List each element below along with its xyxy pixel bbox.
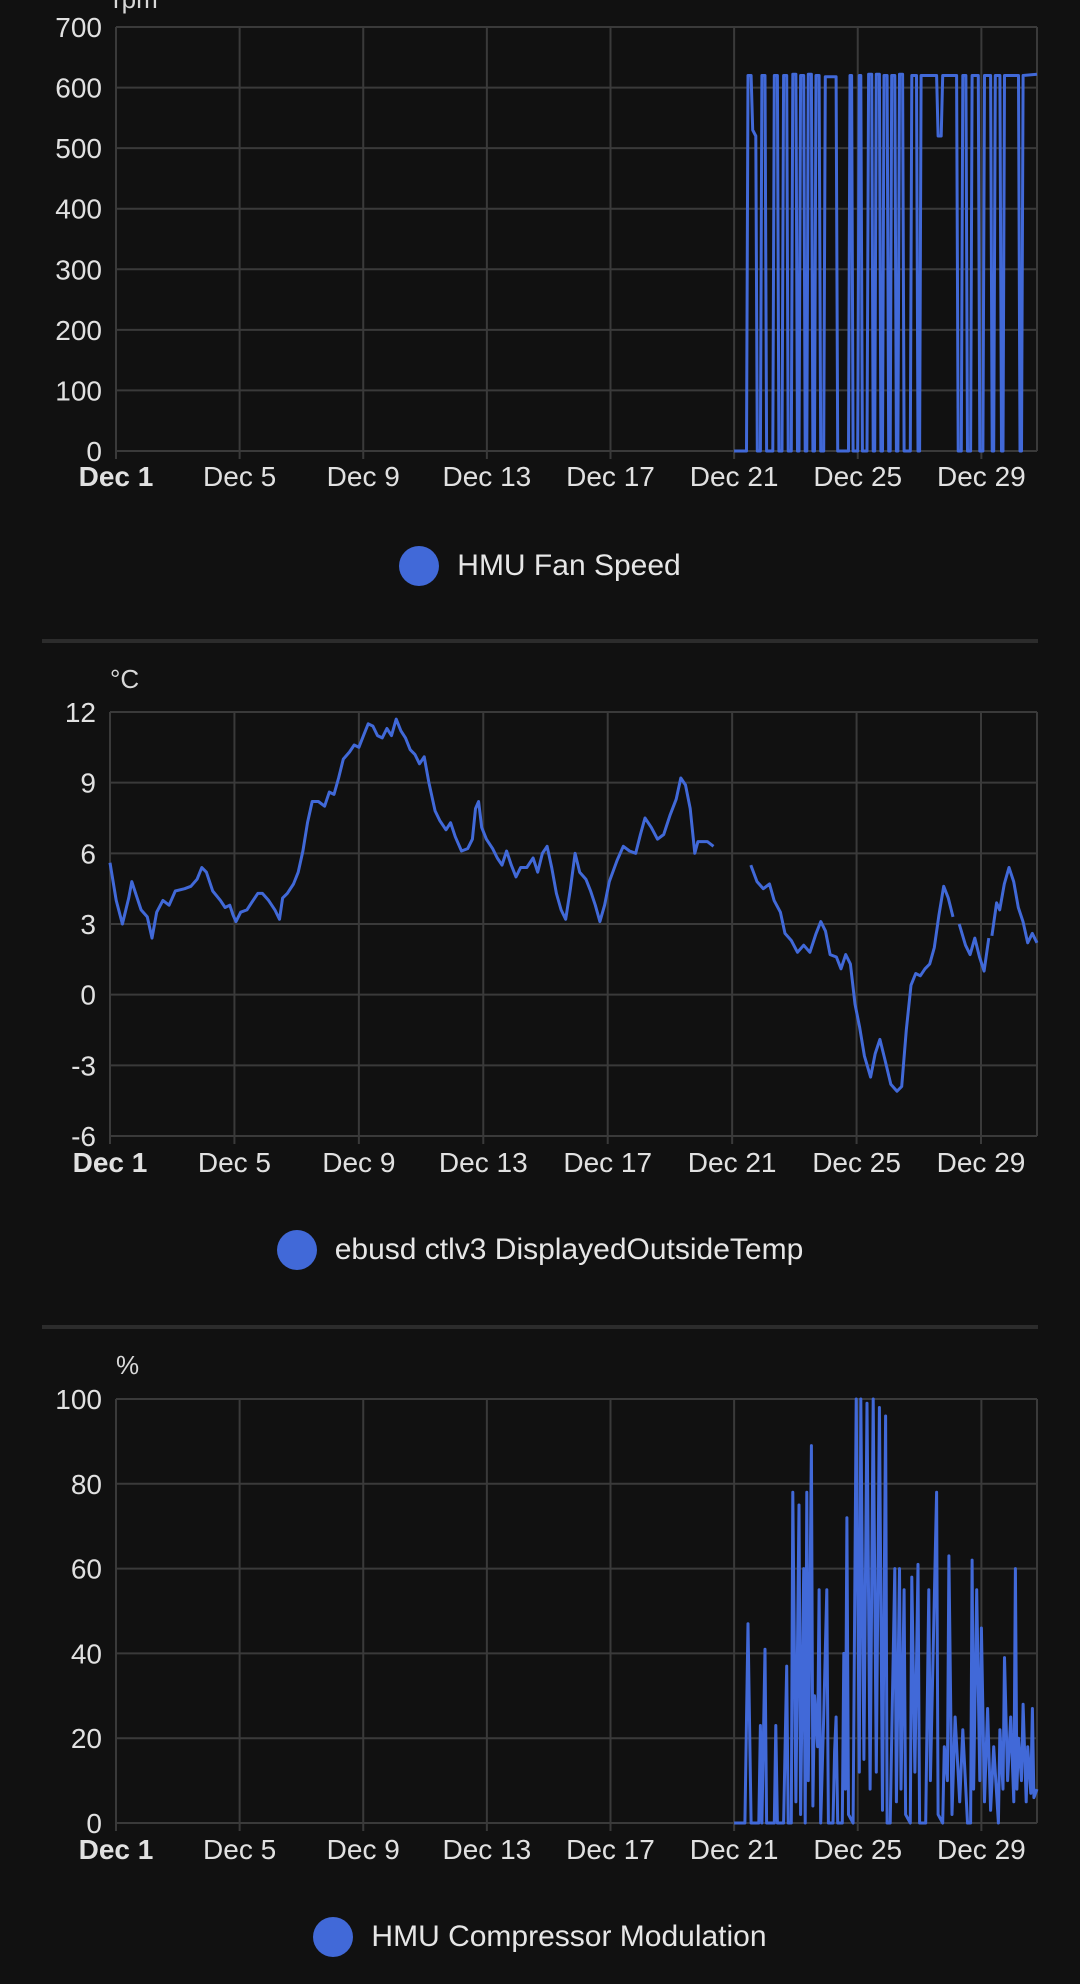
y-tick-label: 80 — [71, 1469, 102, 1500]
x-tick-label: Dec 9 — [327, 461, 400, 492]
x-tick-label: Dec 1 — [79, 1834, 154, 1865]
divider — [42, 1325, 1038, 1329]
y-tick-label: 3 — [80, 909, 96, 940]
x-tick-label: Dec 25 — [813, 1834, 902, 1865]
series-line — [749, 864, 955, 1093]
y-tick-label: 12 — [65, 697, 96, 728]
series-line — [957, 923, 991, 973]
legend[interactable]: HMU Compressor Modulation — [0, 1917, 1080, 1957]
x-tick-label: Dec 1 — [73, 1147, 148, 1178]
y-tick-label: 60 — [71, 1554, 102, 1585]
y-tick-label: 600 — [55, 73, 102, 104]
divider — [42, 639, 1038, 643]
outside-temp-card: °C 12 9 6 3 0 -3 -6 Dec 1 Dec 5 Dec 9 Dec 13 Dec 17… — [0, 660, 1080, 1320]
y-tick-label: 100 — [55, 375, 102, 406]
series-line — [734, 1397, 1039, 1825]
x-tick-label: Dec 29 — [937, 461, 1026, 492]
y-tick-label: 100 — [55, 1384, 102, 1415]
x-tick-label: Dec 29 — [937, 1834, 1026, 1865]
x-tick-label: Dec 21 — [690, 1834, 779, 1865]
series-line — [990, 866, 1039, 945]
y-tick-label: 300 — [55, 254, 102, 285]
y-tick-label: 700 — [55, 12, 102, 43]
x-tick-label: Dec 17 — [566, 1834, 655, 1865]
x-tick-label: Dec 29 — [937, 1147, 1026, 1178]
x-tick-label: Dec 5 — [203, 1834, 276, 1865]
legend-color-dot — [399, 546, 440, 586]
x-tick-label: Dec 9 — [327, 1834, 400, 1865]
compressor-modulation-card: % 100 80 60 40 20 0 Dec 1 Dec 5 Dec 9 Dec 13 Dec 1… — [0, 1345, 1080, 1984]
y-unit-label: rpm — [113, 0, 158, 15]
x-tick-label: Dec 5 — [203, 461, 276, 492]
y-tick-label: 40 — [71, 1638, 102, 1669]
y-unit-label: °C — [110, 664, 140, 694]
y-tick-label: 400 — [55, 194, 102, 225]
series-line — [108, 717, 715, 940]
x-tick-label: Dec 17 — [566, 461, 655, 492]
x-tick-label: Dec 21 — [690, 461, 779, 492]
y-unit-label: % — [116, 1350, 140, 1380]
series-line — [734, 72, 1038, 453]
y-tick-label: 20 — [71, 1723, 102, 1754]
legend-color-dot — [313, 1917, 354, 1957]
x-tick-label: Dec 17 — [563, 1147, 652, 1178]
x-tick-label: Dec 5 — [198, 1147, 271, 1178]
legend[interactable]: HMU Fan Speed — [0, 546, 1080, 586]
legend-label: HMU Fan Speed — [457, 549, 681, 582]
y-tick-label: 500 — [55, 133, 102, 164]
x-tick-label: Dec 25 — [812, 1147, 901, 1178]
legend-label: HMU Compressor Modulation — [371, 1920, 767, 1953]
y-tick-label: -6 — [71, 1121, 96, 1152]
legend[interactable]: ebusd ctlv3 DisplayedOutsideTemp — [0, 1230, 1080, 1270]
y-tick-label: 200 — [55, 315, 102, 346]
x-tick-label: Dec 1 — [79, 461, 154, 492]
x-tick-label: Dec 13 — [443, 461, 532, 492]
x-tick-label: Dec 21 — [688, 1147, 777, 1178]
y-tick-label: 0 — [86, 1808, 102, 1839]
y-tick-label: -3 — [71, 1050, 96, 1081]
x-tick-label: Dec 13 — [439, 1147, 528, 1178]
legend-color-dot — [276, 1230, 317, 1270]
x-tick-label: Dec 9 — [322, 1147, 395, 1178]
y-tick-label: 0 — [80, 980, 96, 1011]
legend-label: ebusd ctlv3 DisplayedOutsideTemp — [334, 1233, 804, 1266]
y-tick-label: 0 — [86, 436, 102, 467]
y-tick-label: 6 — [80, 838, 96, 869]
y-tick-label: 9 — [80, 768, 96, 799]
x-tick-label: Dec 25 — [813, 461, 902, 492]
x-tick-label: Dec 13 — [443, 1834, 532, 1865]
